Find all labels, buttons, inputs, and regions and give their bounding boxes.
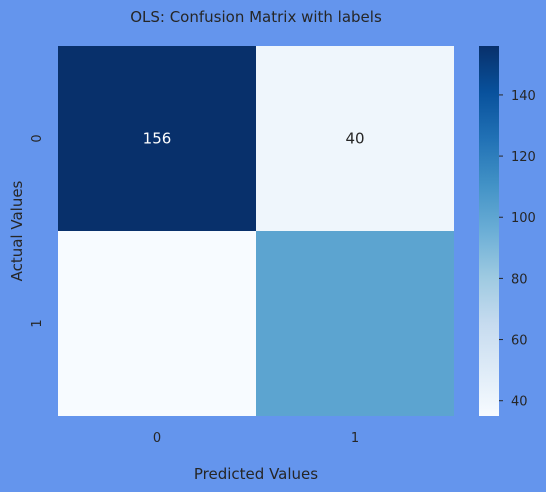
x-tick-label: 0 bbox=[153, 431, 161, 446]
y-axis-label: Actual Values bbox=[8, 180, 26, 281]
colorbar-tick-label: 40 bbox=[511, 395, 528, 410]
heatmap-cells: 156 40 bbox=[58, 46, 454, 416]
colorbar-tick-label: 100 bbox=[511, 211, 536, 226]
x-tick-label: 1 bbox=[351, 431, 359, 446]
colorbar-tick-label: 140 bbox=[511, 89, 536, 104]
heatmap-cell-1-1 bbox=[256, 231, 454, 416]
heatmap-cell-1-0 bbox=[58, 231, 256, 416]
colorbar-tick-label: 80 bbox=[511, 272, 528, 287]
x-axis-label: Predicted Values bbox=[194, 465, 318, 483]
colorbar-tick-label: 60 bbox=[511, 334, 528, 349]
colorbar-tick-label: 120 bbox=[511, 150, 536, 165]
colorbar bbox=[479, 46, 499, 416]
y-tick-label: 1 bbox=[30, 319, 45, 327]
colorbar-ticks: 40 60 80 100 120 140 bbox=[499, 89, 536, 410]
cell-label-0-1: 40 bbox=[345, 130, 364, 148]
cell-label-0-0: 156 bbox=[143, 130, 172, 148]
chart-title: OLS: Confusion Matrix with labels bbox=[130, 8, 382, 26]
y-tick-labels: 01 bbox=[30, 134, 45, 327]
y-tick-label: 0 bbox=[30, 134, 45, 142]
